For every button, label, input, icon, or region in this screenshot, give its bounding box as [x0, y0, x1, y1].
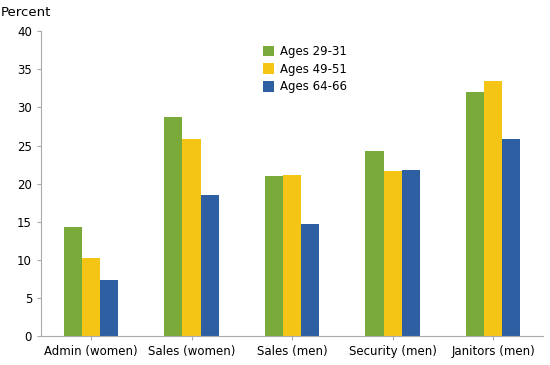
Bar: [365, 151, 383, 336]
Bar: [201, 195, 219, 336]
Bar: [383, 172, 402, 336]
Bar: [301, 224, 319, 336]
Bar: [183, 139, 201, 336]
Text: Percent: Percent: [1, 6, 51, 19]
Bar: [100, 280, 118, 336]
Legend: Ages 29-31, Ages 49-51, Ages 64-66: Ages 29-31, Ages 49-51, Ages 64-66: [258, 40, 352, 98]
Bar: [82, 258, 100, 336]
Bar: [265, 176, 283, 336]
Bar: [502, 139, 520, 336]
Bar: [484, 81, 502, 336]
Bar: [283, 175, 301, 336]
Bar: [164, 117, 183, 336]
Bar: [402, 170, 420, 336]
Bar: [466, 92, 484, 336]
Bar: [64, 227, 82, 336]
